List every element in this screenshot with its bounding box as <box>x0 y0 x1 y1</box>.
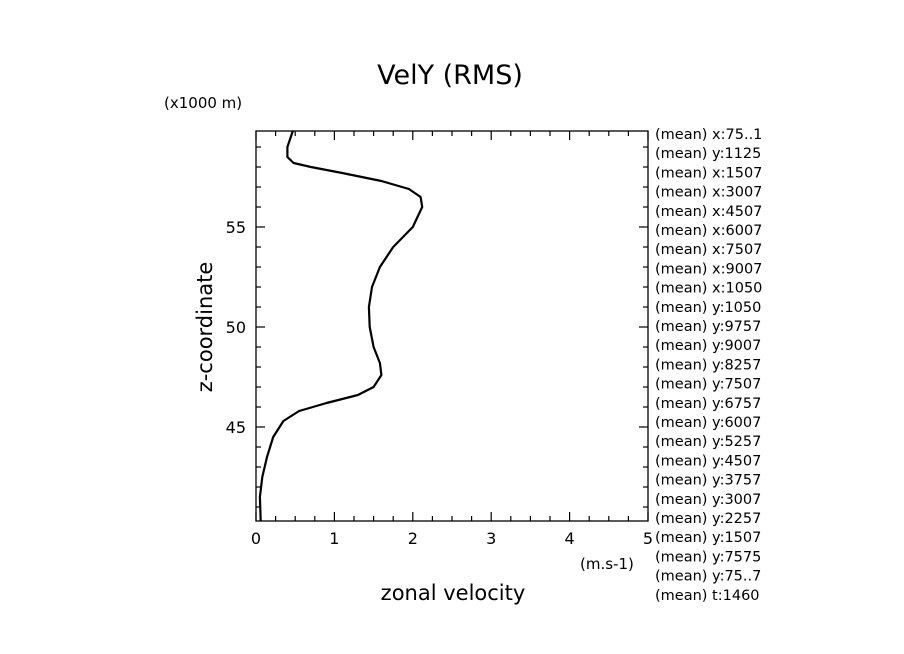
side-label: (mean) x:1050 <box>655 281 762 297</box>
side-label: (mean) x:6007 <box>655 223 762 239</box>
x-tick-label: 1 <box>329 529 339 548</box>
x-tick-label: 5 <box>643 529 653 548</box>
y-tick-label: 50 <box>226 318 246 337</box>
side-label: (mean) y:3757 <box>655 473 761 489</box>
side-label: (mean) y:1050 <box>655 300 761 316</box>
x-tick-label: 3 <box>486 529 496 548</box>
y-axis-label: z-coordinate <box>193 262 217 393</box>
side-label: (mean) x:7507 <box>655 242 762 258</box>
side-label: (mean) x:3007 <box>655 185 762 201</box>
side-label: (mean) x:75..1 <box>655 127 762 143</box>
side-label: (mean) y:2257 <box>655 511 761 527</box>
side-label: (mean) x:1507 <box>655 165 762 181</box>
side-label: (mean) y:75..7 <box>655 569 761 585</box>
side-label: (mean) y:4507 <box>655 453 761 469</box>
side-label: (mean) t:1460 <box>655 588 760 604</box>
y-unit-label: (x1000 m) <box>164 94 242 112</box>
side-label: (mean) y:1507 <box>655 530 761 546</box>
x-tick-label: 2 <box>408 529 418 548</box>
chart-title: VelY (RMS) <box>377 60 523 91</box>
x-unit-label: (m.s-1) <box>580 555 634 573</box>
side-label: (mean) y:7575 <box>655 549 761 565</box>
side-label: (mean) y:7507 <box>655 377 761 393</box>
y-tick-label: 45 <box>226 418 246 437</box>
series-line <box>258 130 424 522</box>
y-tick-label: 55 <box>226 218 246 237</box>
side-label: (mean) y:6007 <box>655 415 761 431</box>
side-label: (mean) y:3007 <box>655 492 761 508</box>
x-axis-label: zonal velocity <box>381 581 526 605</box>
x-tick-label: 4 <box>565 529 575 548</box>
side-label: (mean) y:6757 <box>655 396 761 412</box>
side-label: (mean) y:8257 <box>655 357 761 373</box>
side-label: (mean) y:9757 <box>655 319 761 335</box>
side-label: (mean) x:9007 <box>655 261 762 277</box>
plot-frame <box>255 130 649 522</box>
side-label: (mean) y:9007 <box>655 338 761 354</box>
side-labels: (mean) x:75..1 (mean) y:1125 (mean) x:1507… <box>655 127 762 604</box>
x-tick-label: 0 <box>251 529 261 548</box>
side-label: (mean) x:4507 <box>655 204 762 220</box>
side-label: (mean) y:5257 <box>655 434 761 450</box>
side-label: (mean) y:1125 <box>655 146 761 162</box>
